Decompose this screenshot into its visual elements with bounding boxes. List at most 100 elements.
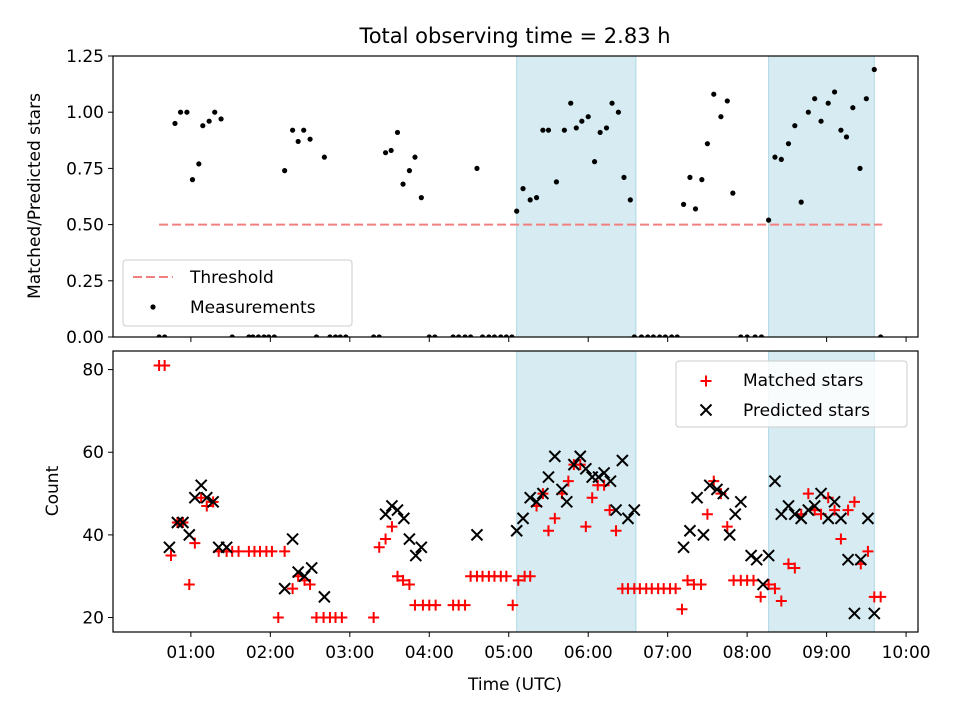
measurement-point: [711, 91, 717, 97]
measurement-point: [313, 334, 320, 337]
predicted-star-point: [523, 491, 537, 504]
predicted-star-point: [621, 512, 635, 525]
measurement-point: [382, 150, 389, 156]
measurement-point: [825, 100, 831, 106]
measurement-point: [246, 334, 252, 337]
bottom-y-axis-label: Count: [43, 465, 63, 516]
predicted-star-point: [592, 470, 605, 484]
matched-star-point: [524, 570, 536, 582]
measurement-point: [609, 100, 615, 106]
x-tick-label: 09:00: [802, 643, 851, 663]
measurement-point: [687, 174, 693, 180]
x-tick-label: 07:00: [643, 643, 692, 663]
predicted-star-point: [717, 487, 730, 500]
matched-star-point: [459, 599, 471, 611]
measurement-point: [337, 334, 343, 337]
measurement-point: [343, 334, 349, 337]
measurement-point: [218, 116, 224, 122]
predicted-star-point: [677, 541, 690, 554]
bottom-y-tick-label: 40: [82, 526, 104, 546]
x-tick-label: 06:00: [564, 643, 613, 663]
measurement-point: [400, 181, 406, 187]
measurement-point: [657, 334, 663, 337]
measurement-point: [579, 118, 585, 124]
measurement-point: [289, 127, 296, 133]
x-tick-label: 08:00: [723, 643, 772, 663]
measurement-point: [850, 105, 856, 111]
predicted-star-point: [841, 553, 855, 566]
measurement-point: [266, 334, 272, 337]
predicted-star-point: [814, 487, 828, 500]
predicted-star-point: [318, 590, 331, 604]
measurement-point: [597, 129, 603, 136]
matched-star-point: [610, 525, 622, 537]
predicted-star-point: [176, 516, 190, 529]
measurement-point: [527, 197, 533, 203]
predicted-star-point: [200, 491, 213, 504]
predicted-star-point: [278, 582, 291, 595]
matched-star-point: [721, 521, 733, 533]
measurement-point: [394, 129, 401, 136]
bottom-legend: Matched stars Predicted stars: [675, 360, 908, 428]
measurement-point: [805, 109, 811, 115]
measurement-point: [645, 334, 651, 337]
matched-star-point: [368, 612, 380, 624]
chart-title: Total observing time = 2.83 h: [358, 24, 670, 48]
legend-measurement-label: Measurements: [190, 298, 316, 318]
matched-star-point: [272, 612, 284, 624]
matched-star-point: [287, 583, 299, 595]
measurement-point: [432, 334, 438, 337]
measurement-point: [738, 334, 744, 337]
predicted-star-point: [609, 503, 623, 517]
measurement-point: [307, 136, 313, 142]
matched-star-point: [842, 504, 854, 516]
predicted-star-point: [171, 516, 184, 529]
measurement-point: [744, 334, 750, 337]
predicted-star-point: [305, 561, 318, 575]
measurement-point: [327, 334, 333, 337]
measurement-point: [332, 334, 339, 337]
measurement-point: [376, 334, 382, 337]
predicted-star-point: [220, 541, 233, 554]
predicted-star-point: [697, 528, 710, 542]
predicted-star-point: [403, 532, 416, 546]
matched-star-point: [580, 521, 592, 533]
predicted-star-point: [821, 512, 835, 525]
measurement-point: [509, 334, 515, 337]
predicted-star-point: [397, 512, 411, 525]
measurement-point: [468, 334, 474, 337]
top-y-tick-label: 0.00: [66, 328, 104, 348]
x-tick-label: 10:00: [882, 643, 931, 663]
predicted-star-point: [163, 541, 176, 554]
top-panel: 0.00 0.25 0.50 0.75 1.00 1.25 Threshold Measure…: [66, 47, 919, 348]
measurement-point: [196, 161, 202, 167]
measurement-point: [724, 98, 730, 104]
predicted-star-point: [744, 549, 758, 562]
measurement-point: [206, 118, 212, 124]
matched-star-point: [701, 508, 713, 520]
predicted-star-point: [848, 607, 861, 620]
matched-star-point: [386, 521, 398, 533]
measurement-point: [540, 127, 546, 133]
measurement-point: [295, 138, 301, 145]
matched-star-point: [373, 541, 385, 553]
predicted-star-point: [861, 512, 875, 525]
measurement-point: [792, 123, 798, 129]
bottom-y-tick-label: 20: [82, 609, 104, 629]
bottom-axes-frame: [112, 350, 919, 633]
predicted-star-point: [723, 528, 736, 542]
matched-star-point: [542, 525, 554, 537]
bottom-plot-area: [153, 359, 887, 624]
x-tick-label: 03:00: [325, 643, 374, 663]
measurement-point: [568, 100, 574, 106]
measurement-point: [573, 125, 579, 131]
predicted-star-point: [734, 495, 747, 509]
matched-star-point: [682, 574, 694, 586]
predicted-star-point: [782, 499, 795, 513]
measurement-point: [479, 334, 486, 337]
measurement-point: [680, 201, 687, 207]
legend-box: [675, 360, 908, 428]
matched-star-point: [279, 545, 291, 557]
predicted-star-point: [683, 524, 697, 537]
